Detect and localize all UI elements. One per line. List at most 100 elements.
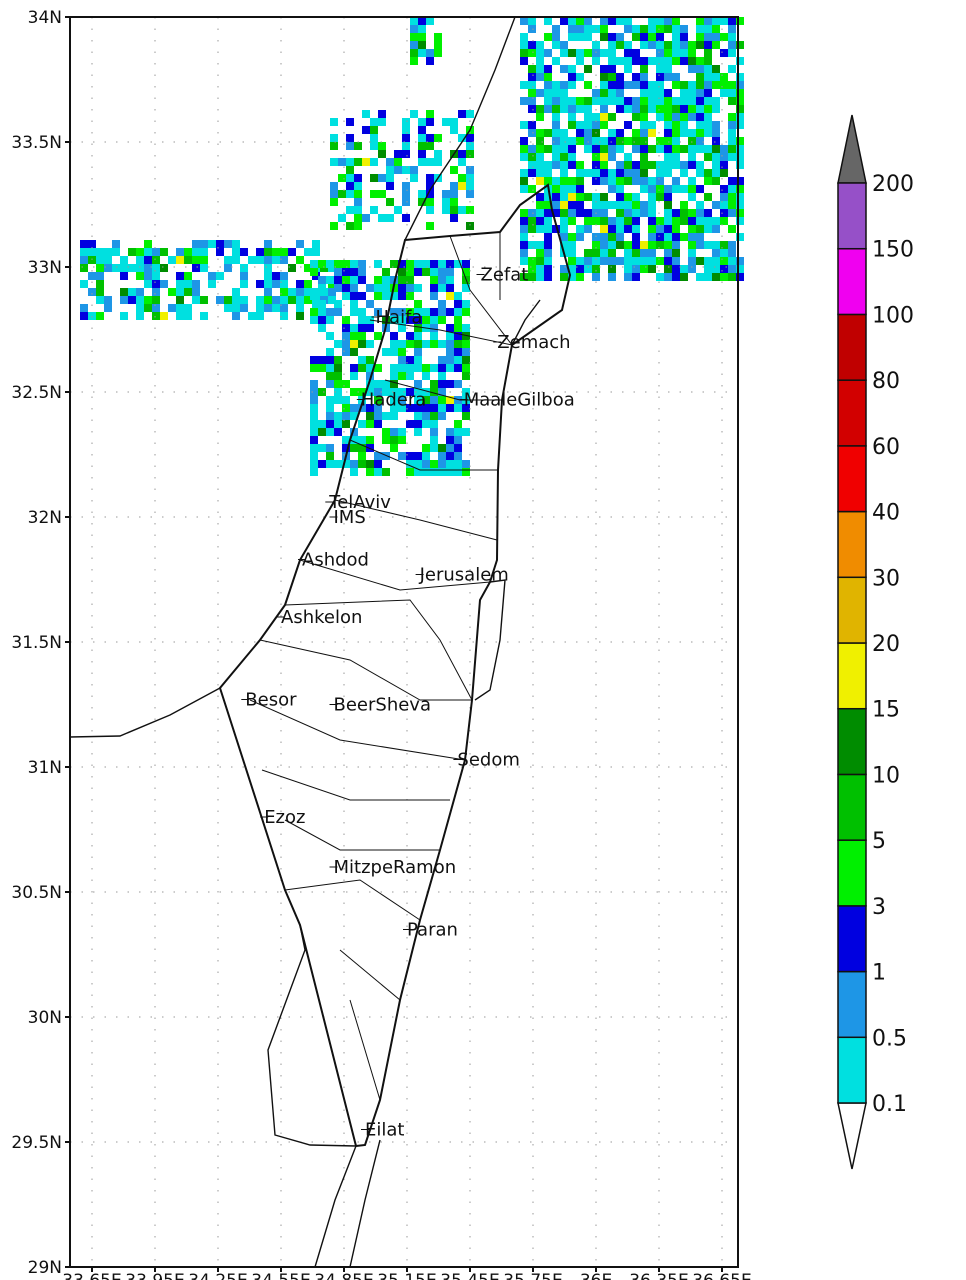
rain-cell — [544, 217, 552, 225]
rain-cell — [446, 308, 454, 316]
rain-cell — [354, 182, 362, 190]
rain-cell — [318, 324, 326, 332]
rain-cell — [358, 276, 366, 284]
rain-cell — [370, 126, 378, 134]
rain-cell — [216, 272, 224, 280]
rain-cell — [422, 412, 430, 420]
rain-cell — [390, 308, 398, 316]
rain-cell — [136, 312, 144, 320]
rain-cell — [688, 57, 696, 65]
rain-cell — [560, 273, 568, 281]
rain-cell — [576, 193, 584, 201]
rain-cell — [544, 97, 552, 105]
rain-cell — [328, 296, 336, 304]
rain-cell — [334, 388, 342, 396]
rain-cell — [374, 308, 382, 316]
rain-cell — [462, 332, 470, 340]
rain-cell — [152, 288, 160, 296]
rain-cell — [334, 396, 342, 404]
rain-cell — [326, 372, 334, 380]
rain-cell — [576, 97, 584, 105]
rain-cell — [430, 396, 438, 404]
rain-cell — [358, 340, 366, 348]
rain-cell — [96, 296, 104, 304]
rain-cell — [624, 225, 632, 233]
rain-cell — [288, 288, 296, 296]
rain-cell — [640, 97, 648, 105]
rain-cell — [354, 222, 362, 230]
rain-cell — [272, 256, 280, 264]
rain-cell — [648, 41, 656, 49]
rain-cell — [398, 284, 406, 292]
rain-cell — [454, 436, 462, 444]
rain-cell — [374, 380, 382, 388]
rain-cell — [544, 73, 552, 81]
rain-cell — [560, 17, 568, 25]
rain-cell — [184, 248, 192, 256]
rain-cell — [334, 300, 342, 308]
rain-cell — [104, 256, 112, 264]
rain-cell — [584, 265, 592, 273]
rain-cell — [296, 312, 304, 320]
rain-cell — [568, 81, 576, 89]
rain-cell — [96, 288, 104, 296]
rain-cell — [394, 206, 402, 214]
rain-cell — [446, 404, 454, 412]
rain-cell — [240, 280, 248, 288]
rain-cell — [410, 33, 418, 41]
rain-cell — [430, 308, 438, 316]
rain-cell — [176, 280, 184, 288]
rain-cell — [728, 273, 736, 281]
rain-cell — [632, 193, 640, 201]
rain-cell — [624, 161, 632, 169]
rain-cell — [656, 241, 664, 249]
rain-cell — [318, 388, 326, 396]
rain-cell — [704, 89, 712, 97]
rain-cell — [648, 225, 656, 233]
rain-cell — [466, 222, 474, 230]
rain-cell — [624, 265, 632, 273]
rain-cell — [600, 257, 608, 265]
rain-cell — [624, 257, 632, 265]
rain-cell — [672, 81, 680, 89]
rain-cell — [664, 249, 672, 257]
rain-cell — [256, 304, 264, 312]
rain-cell — [438, 388, 446, 396]
rain-cell — [552, 97, 560, 105]
rain-cell — [592, 169, 600, 177]
rain-cell — [446, 396, 454, 404]
rain-cell — [648, 201, 656, 209]
rain-cell — [568, 201, 576, 209]
rain-cell — [704, 169, 712, 177]
rain-cell — [458, 150, 466, 158]
rain-cell — [438, 276, 446, 284]
rain-cell — [568, 265, 576, 273]
rain-cell — [414, 348, 422, 356]
rain-cell — [520, 209, 528, 217]
rain-cell — [656, 145, 664, 153]
rain-cell — [426, 134, 434, 142]
rain-cell — [704, 41, 712, 49]
rain-cell — [680, 265, 688, 273]
rain-cell — [616, 193, 624, 201]
rain-cell — [560, 153, 568, 161]
rain-cell — [632, 177, 640, 185]
rain-cell — [466, 110, 474, 118]
rain-cell — [640, 105, 648, 113]
rain-cell — [528, 257, 536, 265]
rain-cell — [704, 105, 712, 113]
rain-cell — [104, 296, 112, 304]
rain-cell — [520, 41, 528, 49]
rain-cell — [450, 126, 458, 134]
rain-cell — [664, 209, 672, 217]
rain-cell — [398, 316, 406, 324]
rain-cell — [454, 444, 462, 452]
rain-cell — [592, 161, 600, 169]
rain-cell — [414, 420, 422, 428]
rain-cell — [536, 57, 544, 65]
rain-cell — [406, 404, 414, 412]
rain-cell — [168, 304, 176, 312]
rain-cell — [528, 169, 536, 177]
rain-cell — [426, 118, 434, 126]
rain-cell — [616, 41, 624, 49]
